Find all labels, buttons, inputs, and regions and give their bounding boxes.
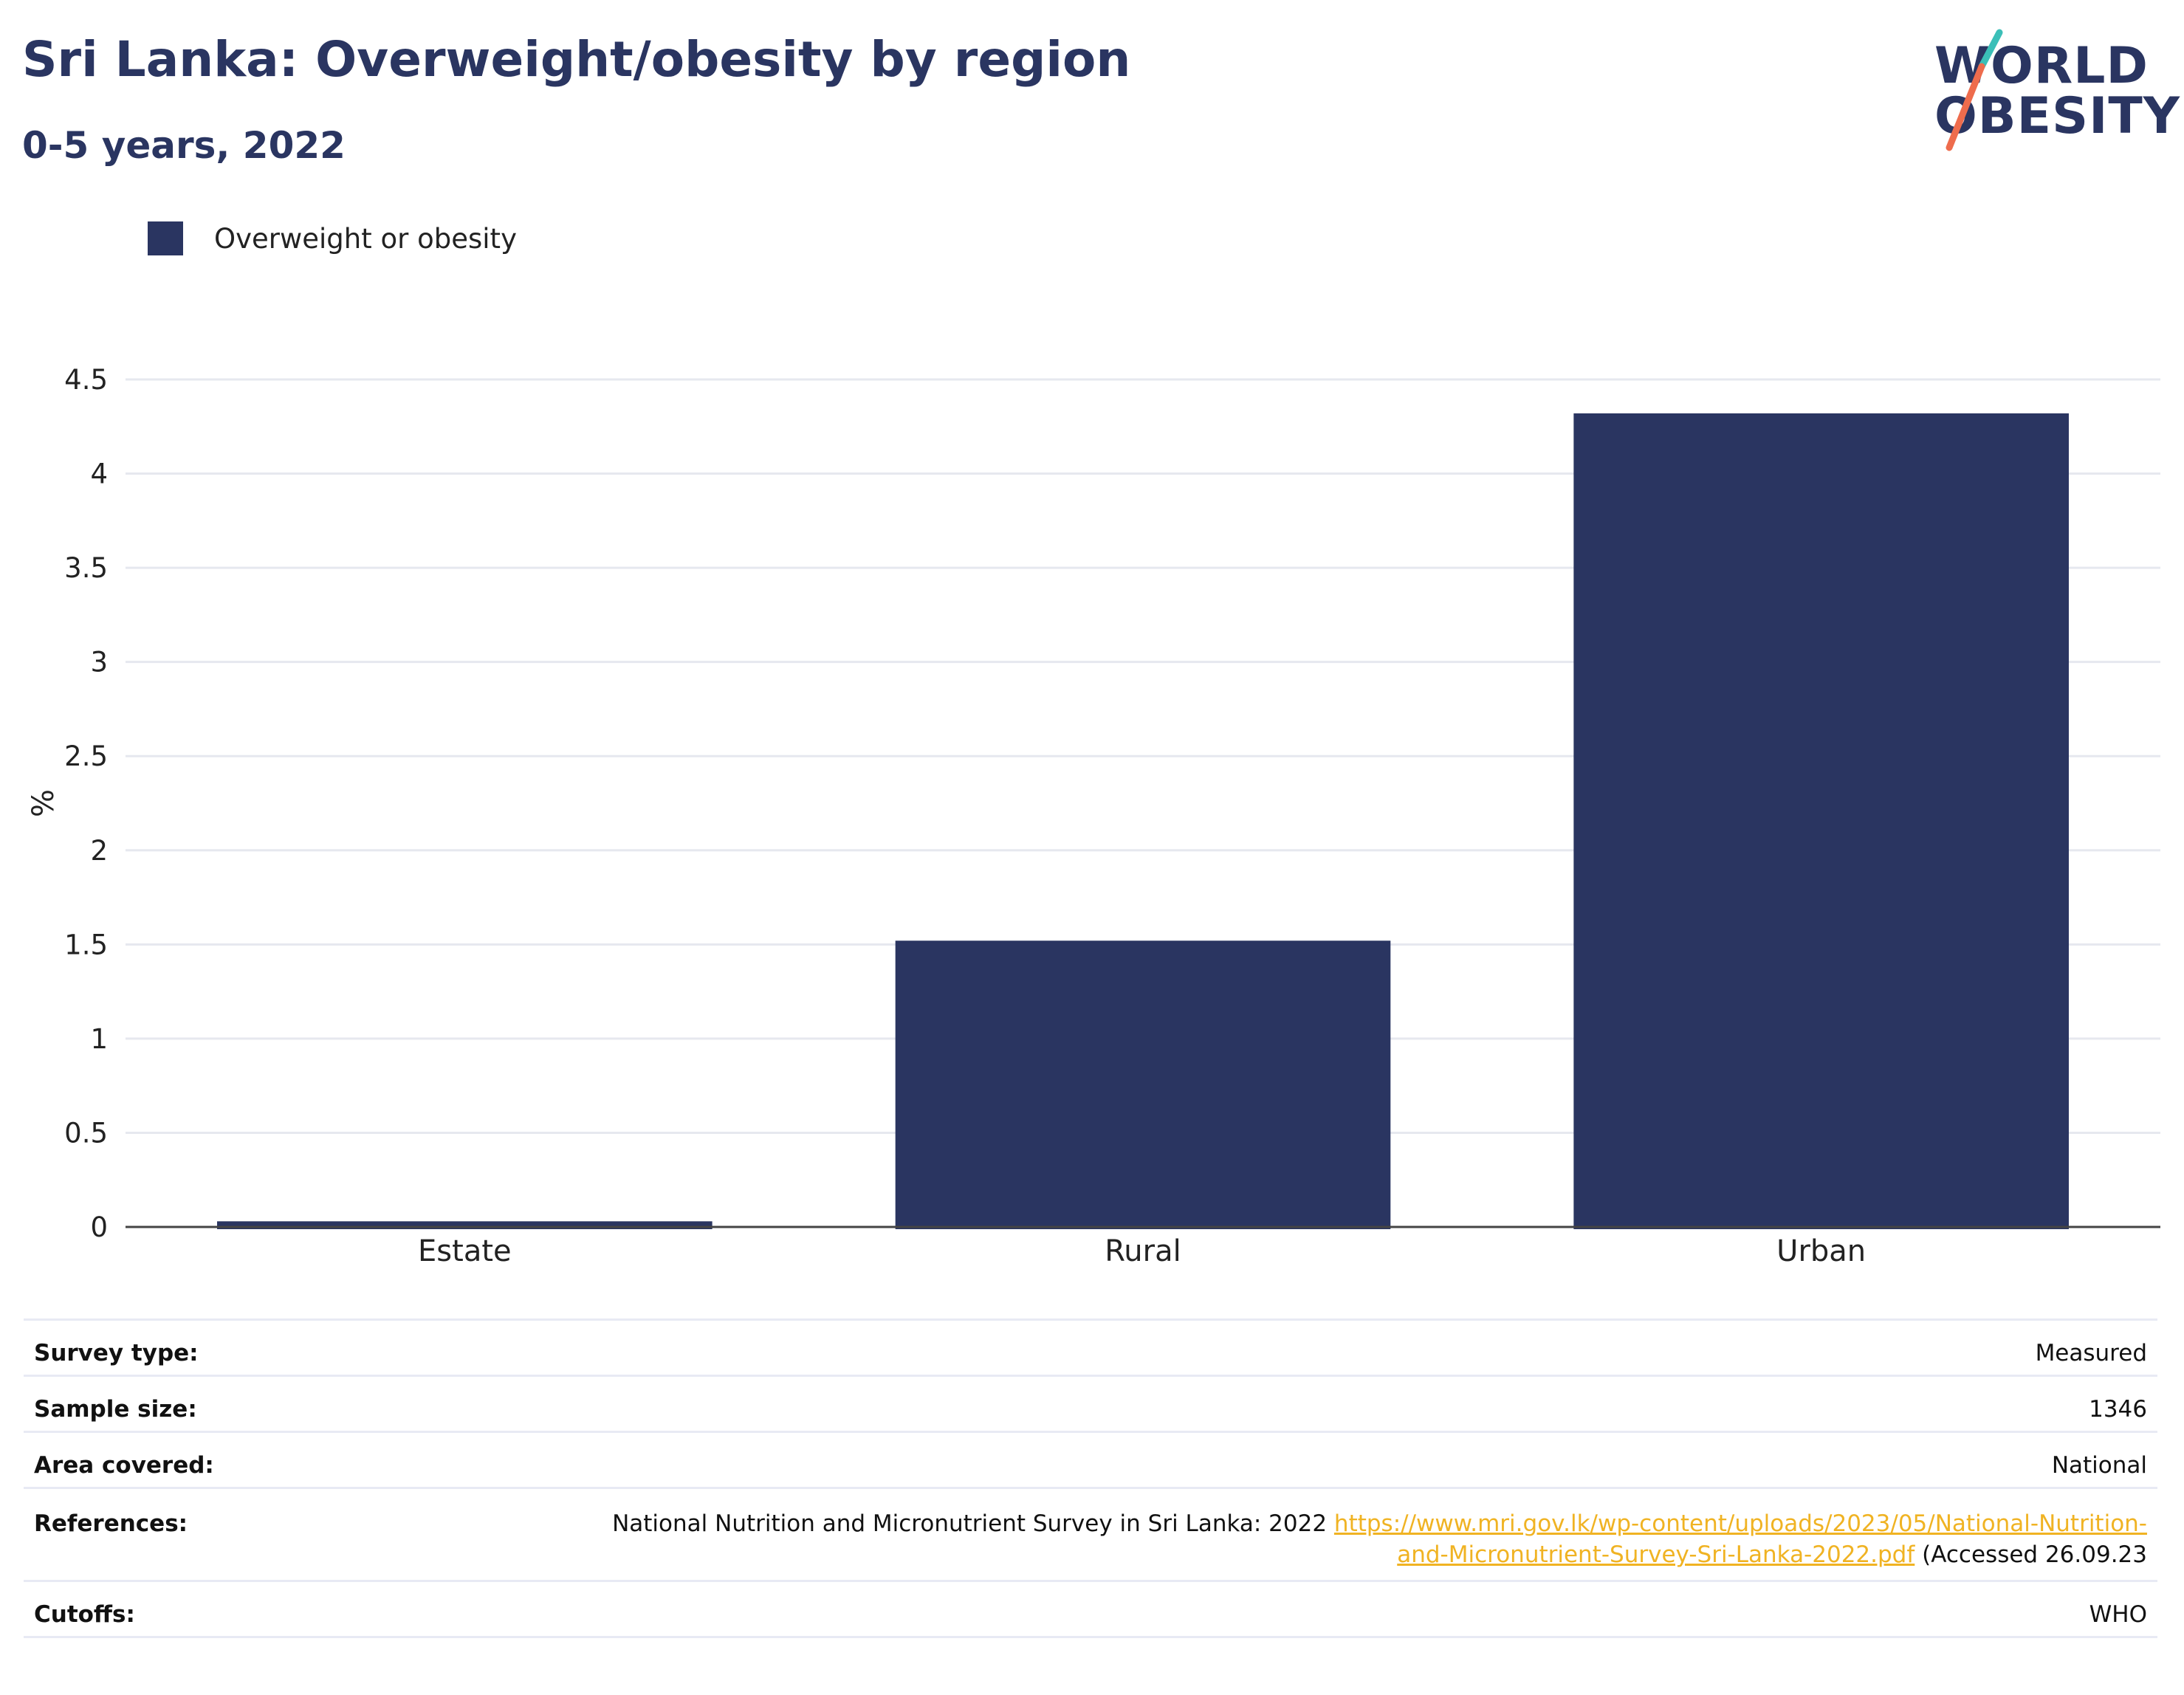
references-value: National Nutrition and Micronutrient Sur… <box>496 1487 2157 1582</box>
y-tick-label: 1 <box>90 1023 108 1055</box>
info-row-cutoffs: Cutoffs: WHO <box>24 1580 2157 1638</box>
y-tick-label: 0 <box>90 1211 108 1243</box>
bar-estate <box>217 1221 712 1229</box>
logo-text-obesity: OBESITY <box>1934 87 2180 145</box>
references-link-part2[interactable]: and-Micronutrient-Survey-Sri-Lanka-2022.… <box>1397 1541 1915 1568</box>
info-row-references: References: National Nutrition and Micro… <box>24 1487 2157 1582</box>
logo-text-world: WORLD <box>1934 37 2149 95</box>
area-covered-label: Area covered: <box>24 1431 496 1489</box>
y-axis-label: % <box>27 789 61 817</box>
info-row-sample-size: Sample size: 1346 <box>24 1375 2157 1433</box>
survey-type-value: Measured <box>496 1318 2157 1377</box>
world-obesity-logo: WORLD OBESITY <box>1920 21 2180 161</box>
legend-swatch <box>148 221 183 255</box>
sample-size-value: 1346 <box>496 1375 2157 1433</box>
x-tick-label: Estate <box>418 1234 512 1268</box>
legend-label: Overweight or obesity <box>214 223 517 255</box>
cutoffs-value: WHO <box>496 1580 2157 1638</box>
y-tick-label: 0.5 <box>64 1117 108 1149</box>
bar-rural <box>895 941 1391 1229</box>
y-tick-label: 1.5 <box>64 929 108 960</box>
info-row-survey-type: Survey type: Measured <box>24 1318 2157 1377</box>
bar-chart: 0 0.5 1 1.5 2 2.5 3 3.5 4 4.5% Estate Rural Urban <box>27 364 2160 1268</box>
y-tick-label: 2.5 <box>64 740 108 772</box>
area-covered-value: National <box>496 1431 2157 1489</box>
y-tick-label: 4 <box>90 458 108 490</box>
references-label: References: <box>24 1487 496 1582</box>
x-tick-label: Rural <box>1105 1234 1181 1268</box>
info-row-area-covered: Area covered: National <box>24 1431 2157 1489</box>
sample-size-label: Sample size: <box>24 1375 496 1433</box>
bar-urban <box>1573 413 2069 1230</box>
survey-type-label: Survey type: <box>24 1318 496 1377</box>
logo-slash-icon <box>1946 29 2003 151</box>
chart-subtitle: 0-5 years, 2022 <box>22 124 346 167</box>
references-text: National Nutrition and Micronutrient Sur… <box>612 1510 1328 1537</box>
x-tick-label: Urban <box>1776 1234 1866 1268</box>
chart-title: Sri Lanka: Overweight/obesity by region <box>22 31 1131 88</box>
references-link-part1[interactable]: https://www.mri.gov.lk/wp-content/upload… <box>1333 1510 2147 1537</box>
cutoffs-label: Cutoffs: <box>24 1580 496 1638</box>
y-tick-label: 4.5 <box>64 364 108 396</box>
y-tick-label: 3.5 <box>64 552 108 584</box>
y-tick-label: 2 <box>90 835 108 867</box>
survey-info-table: Survey type: Measured Sample size: 1346 … <box>24 1318 2157 1638</box>
y-tick-label: 3 <box>90 647 108 678</box>
references-accessed: (Accessed 26.09.23 <box>1922 1541 2147 1568</box>
